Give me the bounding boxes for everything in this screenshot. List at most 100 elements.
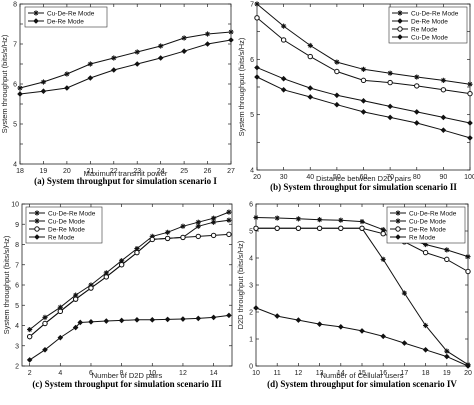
y-tick-label: 0: [249, 364, 253, 371]
x-tick-label: 23: [133, 168, 141, 175]
data-point-marker: [467, 120, 473, 126]
y-axis-label: System throughput (bits/s/Hz): [0, 34, 9, 133]
series-1: [254, 1, 473, 87]
legend-box: [24, 6, 108, 28]
y-tick-label: 8: [15, 242, 19, 249]
x-tick-label: 26: [204, 168, 212, 175]
series-3: [26, 231, 232, 340]
series-4: [253, 305, 471, 369]
data-point-marker: [422, 249, 429, 256]
y-tick-label: 7: [250, 2, 254, 9]
data-point-marker: [338, 324, 344, 330]
y-tick-label: 7: [15, 262, 19, 269]
data-point-marker: [359, 328, 365, 334]
data-point-marker: [134, 317, 140, 323]
data-point-marker: [42, 314, 48, 320]
x-tick-label: 27: [227, 168, 235, 175]
data-point-marker: [360, 77, 367, 84]
legend-swatch-marker: [34, 210, 40, 216]
x-tick-label: 22: [110, 168, 118, 175]
legend-entry-label: Cu-De Mode: [409, 218, 446, 225]
series-line: [19, 31, 232, 89]
data-point-marker: [211, 219, 217, 225]
legend-entry-label: Cu-De Mode: [411, 34, 448, 41]
y-axis-label: System throughput (bits/s/Hz): [2, 235, 11, 334]
data-point-marker: [164, 316, 171, 323]
data-point-marker: [195, 233, 201, 240]
x-tick-label: 8: [120, 370, 124, 377]
data-point-marker: [27, 326, 33, 333]
series-1: [17, 29, 234, 91]
data-point-marker: [26, 357, 33, 363]
data-point-marker: [387, 70, 393, 76]
legend-entry-label: De-Re Mode: [411, 18, 448, 25]
x-tick-label: 12: [295, 370, 303, 377]
legend-entry-label: Cu-De-Re Mode: [411, 10, 459, 17]
data-point-marker: [467, 81, 473, 87]
chart-panel-1: 18 19 20 21 22 23 24 25 26 27 4 5 6 7 8 Maximum transmi…: [0, 2, 235, 187]
plot-area-frame: [19, 3, 232, 165]
data-point-marker: [254, 64, 260, 71]
data-point-marker: [103, 270, 109, 276]
legend-entry-label: Cu-De-Re Mode: [409, 210, 457, 217]
data-point-marker: [134, 249, 140, 256]
data-point-marker: [57, 308, 64, 315]
data-point-marker: [387, 103, 393, 110]
legend-swatch-marker: [34, 226, 40, 232]
data-point-marker: [40, 88, 47, 94]
series-line: [19, 39, 232, 95]
x-axis-label: Number of Cellular users: [321, 371, 404, 380]
x-tick-label: 24: [157, 168, 165, 175]
x-tick-label: 21: [86, 168, 94, 175]
series-1: [27, 209, 232, 333]
data-point-marker: [57, 334, 64, 341]
data-point-marker: [226, 217, 232, 223]
series-4: [26, 312, 232, 363]
data-point-marker: [119, 258, 125, 264]
data-point-marker: [334, 59, 340, 65]
data-point-marker: [280, 37, 287, 43]
data-point-marker: [307, 94, 314, 100]
legend-swatch-marker: [395, 234, 401, 240]
data-point-marker: [134, 61, 141, 67]
data-point-marker: [465, 254, 471, 260]
data-point-marker: [440, 127, 447, 133]
y-tick-label: 5: [250, 112, 254, 119]
legend-entry-label: Cu-De-Re Mode: [47, 10, 95, 17]
data-point-marker: [158, 43, 164, 49]
data-point-marker: [401, 290, 407, 296]
x-tick-label: 4: [58, 370, 62, 377]
data-point-marker: [181, 35, 187, 41]
data-point-marker: [73, 292, 79, 298]
series-4: [254, 74, 473, 141]
x-tick-label: 40: [306, 174, 314, 181]
data-point-marker: [274, 215, 280, 221]
data-point-marker: [307, 42, 313, 49]
data-point-marker: [195, 223, 201, 229]
data-point-marker: [360, 66, 367, 72]
data-point-marker: [440, 77, 446, 83]
data-point-marker: [413, 109, 420, 115]
chart-caption: (c) System throughput for simulation sce…: [32, 379, 222, 389]
data-point-marker: [181, 48, 187, 54]
data-point-marker: [338, 225, 344, 232]
data-point-marker: [211, 215, 217, 221]
data-point-marker: [88, 285, 94, 291]
data-point-marker: [72, 296, 79, 302]
x-tick-label: 18: [422, 370, 430, 377]
data-point-marker: [280, 86, 287, 93]
data-point-marker: [316, 225, 323, 232]
data-point-marker: [334, 101, 340, 108]
x-tick-label: 30: [280, 174, 288, 181]
data-point-marker: [281, 23, 287, 29]
y-axis-label: D2D throughput (bits/s/Hz): [236, 240, 245, 329]
legend-entry-label: Re Mode: [409, 234, 436, 241]
y-tick-label: 1: [249, 337, 253, 344]
data-point-marker: [157, 55, 164, 61]
y-tick-label: 4: [15, 323, 19, 330]
data-point-marker: [295, 317, 302, 323]
